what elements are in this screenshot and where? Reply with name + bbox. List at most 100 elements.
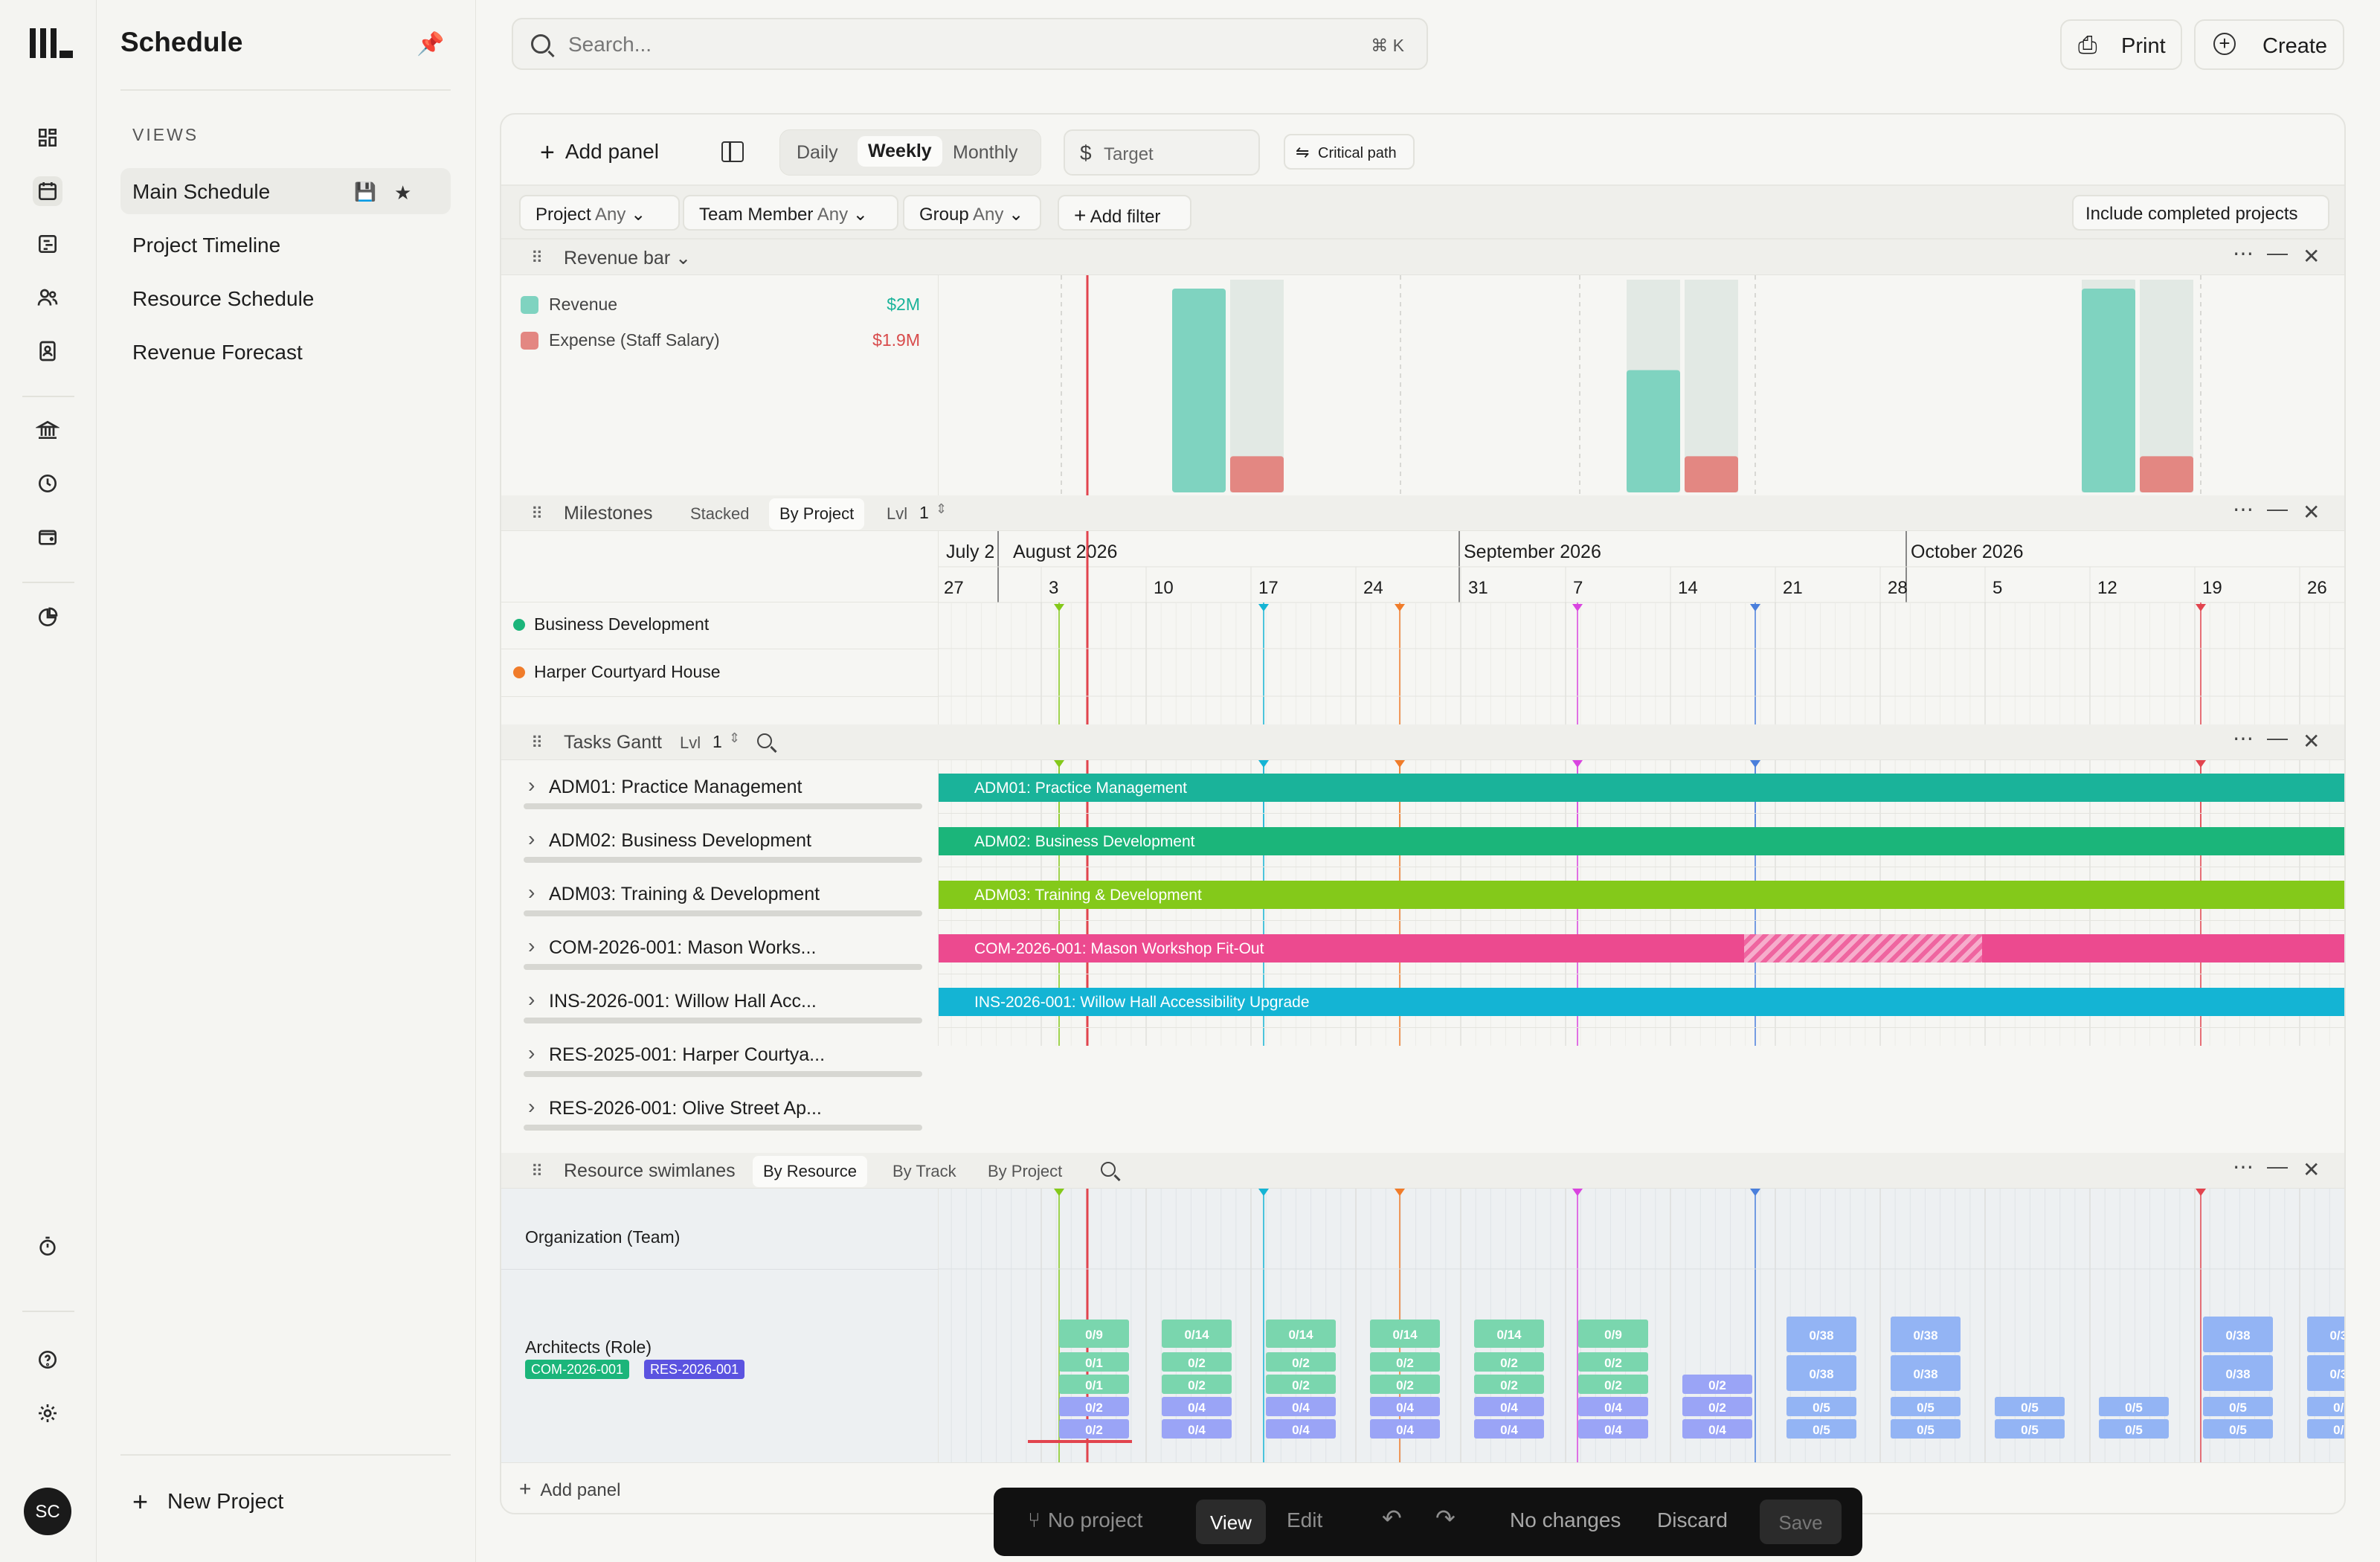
task-gantt-bar[interactable]: ADM02: Business Development [939, 827, 2344, 855]
search-input[interactable]: Search... ⌘ K [512, 18, 1428, 70]
redo-icon[interactable]: ↷ [1435, 1505, 1456, 1532]
mode-stacked[interactable]: Stacked [690, 504, 750, 523]
expand-chevron-icon[interactable]: › [528, 988, 536, 1011]
discard-button[interactable]: Discard [1657, 1508, 1728, 1532]
swimlane-row-label[interactable]: Organization (Team) [525, 1227, 681, 1247]
project-filter[interactable]: Project Any ⌄ [519, 195, 680, 231]
task-gantt-bar[interactable]: ADM01: Practice Management [939, 774, 2344, 802]
no-project-selector[interactable]: ⑂ No project [1028, 1508, 1143, 1532]
add-filter-button[interactable]: + Add filter [1058, 195, 1191, 231]
calendar-icon[interactable] [33, 176, 62, 206]
sidebar-item-revenue-forecast[interactable]: Revenue Forecast [120, 329, 451, 375]
settings-icon[interactable] [33, 1398, 62, 1428]
lvl-stepper[interactable]: 1 [713, 732, 722, 751]
undo-icon[interactable]: ↶ [1382, 1505, 1402, 1532]
save-view-icon[interactable]: 💾 [354, 182, 376, 202]
target-input[interactable]: $ Target [1064, 129, 1260, 176]
star-icon[interactable]: ★ [394, 181, 412, 204]
close-icon[interactable]: ✕ [2303, 730, 2320, 753]
task-gantt-bar[interactable]: INS-2026-001: Willow Hall Accessibility … [939, 988, 2344, 1016]
more-icon[interactable]: ⋯ [2233, 1155, 2254, 1178]
add-panel-button[interactable]: + Add panel [540, 138, 659, 167]
gantt-chart-icon[interactable] [33, 229, 62, 259]
task-row-label[interactable]: ADM01: Practice Management [549, 777, 803, 797]
drag-handle-icon[interactable]: ⠿ [531, 733, 543, 752]
minimize-icon[interactable]: — [2267, 497, 2288, 520]
team-member-filter[interactable]: Team Member Any ⌄ [683, 195, 898, 231]
task-row-label[interactable]: COM-2026-001: Mason Works... [549, 937, 817, 958]
help-icon[interactable] [33, 1345, 62, 1375]
collapse-sidebar-icon[interactable] [721, 141, 744, 162]
search-icon[interactable] [1101, 1162, 1116, 1177]
swimlane-row-label[interactable]: Architects (Role) [525, 1337, 652, 1357]
revenue-panel-title[interactable]: Revenue bar ⌄ [564, 248, 692, 269]
users-icon[interactable] [33, 283, 62, 312]
task-gantt-bar[interactable]: COM-2026-001: Mason Workshop Fit-Out [939, 934, 2344, 962]
print-button[interactable]: ⎙ Print [2060, 19, 2182, 70]
project-tag[interactable]: RES-2026-001 [644, 1360, 745, 1379]
user-avatar[interactable]: SC [24, 1488, 71, 1535]
sidebar-item-resource-schedule[interactable]: Resource Schedule [120, 275, 451, 321]
close-icon[interactable]: ✕ [2303, 1158, 2320, 1181]
project-tag[interactable]: COM-2026-001 [525, 1360, 630, 1379]
expand-chevron-icon[interactable]: › [528, 934, 536, 957]
create-button[interactable]: + Create [2194, 19, 2344, 70]
mode-weekly[interactable]: Weekly [858, 136, 942, 167]
more-icon[interactable]: ⋯ [2233, 242, 2254, 265]
search-icon[interactable] [757, 733, 772, 748]
expand-chevron-icon[interactable]: › [528, 774, 536, 797]
include-completed-toggle[interactable]: Include completed projects [2072, 195, 2329, 231]
drag-handle-icon[interactable]: ⠿ [531, 504, 543, 523]
sidebar-item-main-schedule[interactable]: Main Schedule 💾 ★ [120, 168, 451, 214]
mode-by-resource[interactable]: By Resource [753, 1156, 867, 1187]
view-mode-button[interactable]: View [1196, 1500, 1266, 1544]
pie-chart-icon[interactable] [33, 602, 62, 632]
group-filter[interactable]: Group Any ⌄ [903, 195, 1041, 231]
new-project-button[interactable]: + New Project [132, 1486, 284, 1517]
mode-by-project[interactable]: By Project [988, 1162, 1063, 1180]
edit-mode-button[interactable]: Edit [1287, 1508, 1323, 1532]
lvl-stepper[interactable]: 1 [919, 503, 929, 522]
drag-handle-icon[interactable]: ⠿ [531, 1162, 543, 1180]
minimize-icon[interactable]: — [2267, 241, 2288, 264]
wallet-icon[interactable] [33, 522, 62, 552]
milestone-row-label[interactable]: Harper Courtyard House [534, 662, 721, 681]
task-gantt-bar[interactable]: ADM03: Training & Development [939, 881, 2344, 909]
minimize-icon[interactable]: — [2267, 726, 2288, 749]
timer-icon[interactable] [33, 1232, 62, 1262]
dashboard-icon[interactable] [33, 123, 62, 152]
pin-icon[interactable]: 📌 [416, 32, 445, 57]
mode-monthly[interactable]: Monthly [953, 142, 1018, 163]
expand-chevron-icon[interactable]: › [528, 1095, 536, 1118]
close-icon[interactable]: ✕ [2303, 501, 2320, 524]
mode-by-project[interactable]: By Project [769, 498, 865, 530]
task-row-label[interactable]: ADM03: Training & Development [549, 884, 820, 904]
sidebar-item-project-timeline[interactable]: Project Timeline [120, 222, 451, 268]
expand-chevron-icon[interactable]: › [528, 827, 536, 850]
critical-path-button[interactable]: ⇋ Critical path [1284, 134, 1415, 170]
resource-cell [1578, 1397, 1648, 1416]
stepper-icon[interactable]: ⇕ [936, 501, 948, 516]
add-panel-footer-button[interactable]: + Add panel [519, 1477, 621, 1500]
mode-by-track[interactable]: By Track [892, 1162, 956, 1180]
task-row-label[interactable]: INS-2026-001: Willow Hall Acc... [549, 991, 817, 1012]
task-row-label[interactable]: ADM02: Business Development [549, 830, 811, 851]
stepper-icon[interactable]: ⇕ [729, 730, 741, 745]
contacts-icon[interactable] [33, 336, 62, 366]
swimlanes-grid: 0/9 0/1 0/1 0/2 0/2 0/14 0/2 0/2 0/4 0/4 0/14 0/2 0/… [939, 1189, 2344, 1462]
expand-chevron-icon[interactable]: › [528, 1041, 536, 1064]
milestone-row-label[interactable]: Business Development [534, 614, 710, 634]
task-row-label[interactable]: RES-2026-001: Olive Street Ap... [549, 1098, 822, 1119]
more-icon[interactable]: ⋯ [2233, 727, 2254, 750]
save-button[interactable]: Save [1760, 1500, 1842, 1544]
drag-handle-icon[interactable]: ⠿ [531, 248, 543, 267]
more-icon[interactable]: ⋯ [2233, 498, 2254, 521]
close-icon[interactable]: ✕ [2303, 245, 2320, 268]
mode-daily[interactable]: Daily [797, 142, 838, 163]
minimize-icon[interactable]: — [2267, 1154, 2288, 1177]
app-logo[interactable] [30, 28, 74, 58]
clock-icon[interactable] [33, 469, 62, 498]
bank-icon[interactable] [33, 415, 62, 445]
task-row-label[interactable]: RES-2025-001: Harper Courtya... [549, 1044, 826, 1065]
expand-chevron-icon[interactable]: › [528, 881, 536, 904]
